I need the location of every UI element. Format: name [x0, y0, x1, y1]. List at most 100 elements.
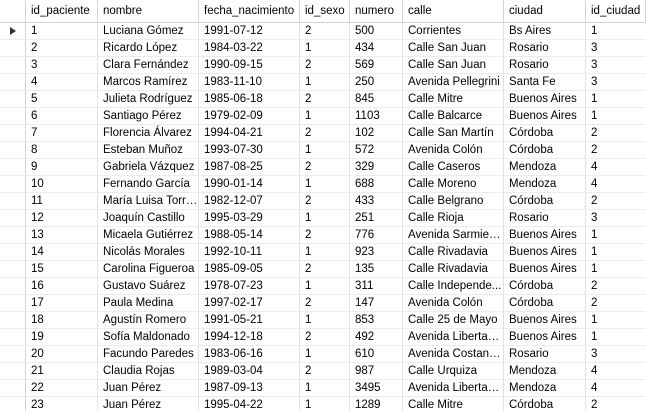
- row-selector[interactable]: [0, 380, 26, 397]
- row-selector[interactable]: [0, 193, 26, 210]
- cell-nombre[interactable]: Paula Medina: [98, 295, 199, 312]
- cell-id-sexo[interactable]: 1: [300, 312, 350, 329]
- cell-ciudad[interactable]: Buenos Aires: [504, 312, 586, 329]
- table-row[interactable]: 13 Micaela Gutiérrez 1988-05-14 2 776 Avenida…: [0, 227, 646, 244]
- cell-ciudad[interactable]: Mendoza: [504, 159, 586, 176]
- cell-id-ciudad[interactable]: 1: [586, 227, 646, 244]
- cell-fecha-nacimiento[interactable]: 1987-08-25: [199, 159, 300, 176]
- cell-numero[interactable]: 923: [350, 244, 403, 261]
- cell-id-sexo[interactable]: 1: [300, 108, 350, 125]
- cell-nombre[interactable]: Juan Pérez: [98, 397, 199, 411]
- cell-id-paciente[interactable]: 1: [26, 23, 98, 40]
- cell-nombre[interactable]: Clara Fernández: [98, 57, 199, 74]
- cell-id-paciente[interactable]: 3: [26, 57, 98, 74]
- cell-fecha-nacimiento[interactable]: 1985-06-18: [199, 91, 300, 108]
- cell-calle[interactable]: Avenida Costanera: [403, 346, 504, 363]
- cell-calle[interactable]: Calle Caseros: [403, 159, 504, 176]
- cell-fecha-nacimiento[interactable]: 1983-06-16: [199, 346, 300, 363]
- cell-id-sexo[interactable]: 1: [300, 278, 350, 295]
- cell-fecha-nacimiento[interactable]: 1988-05-14: [199, 227, 300, 244]
- cell-fecha-nacimiento[interactable]: 1990-01-14: [199, 176, 300, 193]
- cell-nombre[interactable]: Claudia Rojas: [98, 363, 199, 380]
- cell-id-ciudad[interactable]: 2: [586, 397, 646, 411]
- cell-id-paciente[interactable]: 12: [26, 210, 98, 227]
- table-row[interactable]: 21 Claudia Rojas 1989-03-04 2 987 Calle Urqui…: [0, 363, 646, 380]
- cell-calle[interactable]: Calle Balcarce: [403, 108, 504, 125]
- row-selector[interactable]: [0, 91, 26, 108]
- cell-nombre[interactable]: Fernando García: [98, 176, 199, 193]
- cell-fecha-nacimiento[interactable]: 1979-02-09: [199, 108, 300, 125]
- cell-id-ciudad[interactable]: 1: [586, 244, 646, 261]
- cell-calle[interactable]: Avenida Libertador: [403, 329, 504, 346]
- table-row[interactable]: 17 Paula Medina 1997-02-17 2 147 Avenida Coló…: [0, 295, 646, 312]
- column-header-ciudad[interactable]: ciudad: [504, 0, 586, 22]
- cell-id-sexo[interactable]: 2: [300, 57, 350, 74]
- cell-numero[interactable]: 845: [350, 91, 403, 108]
- cell-id-paciente[interactable]: 13: [26, 227, 98, 244]
- cell-calle[interactable]: Calle 25 de Mayo: [403, 312, 504, 329]
- cell-fecha-nacimiento[interactable]: 1995-03-29: [199, 210, 300, 227]
- column-header-nombre[interactable]: nombre: [98, 0, 199, 22]
- column-header-fecha-nacimiento[interactable]: fecha_nacimiento: [199, 0, 300, 22]
- cell-ciudad[interactable]: Bs Aires: [504, 23, 586, 40]
- row-selector[interactable]: [0, 397, 26, 411]
- cell-numero[interactable]: 433: [350, 193, 403, 210]
- cell-numero[interactable]: 250: [350, 74, 403, 91]
- row-selector[interactable]: [0, 295, 26, 312]
- cell-id-paciente[interactable]: 20: [26, 346, 98, 363]
- cell-id-ciudad[interactable]: 3: [586, 74, 646, 91]
- cell-fecha-nacimiento[interactable]: 1994-04-21: [199, 125, 300, 142]
- table-row[interactable]: 10 Fernando García 1990-01-14 1 688 Calle Mor…: [0, 176, 646, 193]
- table-row[interactable]: 9 Gabriela Vázquez 1987-08-25 2 329 Calle Cas…: [0, 159, 646, 176]
- cell-calle[interactable]: Calle San Martín: [403, 125, 504, 142]
- cell-calle[interactable]: Calle San Juan: [403, 57, 504, 74]
- table-row[interactable]: 2 Ricardo López 1984-03-22 1 434 Calle San Ju…: [0, 40, 646, 57]
- cell-numero[interactable]: 569: [350, 57, 403, 74]
- cell-ciudad[interactable]: Rosario: [504, 346, 586, 363]
- cell-id-paciente[interactable]: 22: [26, 380, 98, 397]
- cell-id-sexo[interactable]: 2: [300, 91, 350, 108]
- row-selector[interactable]: [0, 261, 26, 278]
- cell-id-ciudad[interactable]: 4: [586, 159, 646, 176]
- cell-id-paciente[interactable]: 15: [26, 261, 98, 278]
- cell-ciudad[interactable]: Córdoba: [504, 193, 586, 210]
- cell-id-paciente[interactable]: 4: [26, 74, 98, 91]
- cell-nombre[interactable]: Gustavo Suárez: [98, 278, 199, 295]
- cell-calle[interactable]: Avenida Pellegrini: [403, 74, 504, 91]
- row-selector[interactable]: [0, 278, 26, 295]
- cell-numero[interactable]: 1289: [350, 397, 403, 411]
- cell-fecha-nacimiento[interactable]: 1989-03-04: [199, 363, 300, 380]
- cell-nombre[interactable]: Santiago Pérez: [98, 108, 199, 125]
- cell-id-paciente[interactable]: 19: [26, 329, 98, 346]
- cell-id-sexo[interactable]: 1: [300, 210, 350, 227]
- cell-nombre[interactable]: Esteban Muñoz: [98, 142, 199, 159]
- cell-id-paciente[interactable]: 21: [26, 363, 98, 380]
- cell-nombre[interactable]: Ricardo López: [98, 40, 199, 57]
- cell-nombre[interactable]: Facundo Paredes: [98, 346, 199, 363]
- row-selector[interactable]: [0, 142, 26, 159]
- table-row[interactable]: 18 Agustín Romero 1991-05-21 1 853 Calle 25 d…: [0, 312, 646, 329]
- cell-numero[interactable]: 434: [350, 40, 403, 57]
- table-row[interactable]: 15 Carolina Figueroa 1985-09-05 2 135 Calle R…: [0, 261, 646, 278]
- cell-ciudad[interactable]: Santa Fe: [504, 74, 586, 91]
- cell-id-paciente[interactable]: 14: [26, 244, 98, 261]
- column-header-id-ciudad[interactable]: id_ciudad: [586, 0, 646, 22]
- cell-id-sexo[interactable]: 1: [300, 176, 350, 193]
- cell-id-ciudad[interactable]: 1: [586, 329, 646, 346]
- table-row[interactable]: 5 Julieta Rodríguez 1985-06-18 2 845 Calle Mi…: [0, 91, 646, 108]
- cell-nombre[interactable]: Julieta Rodríguez: [98, 91, 199, 108]
- cell-id-ciudad[interactable]: 4: [586, 176, 646, 193]
- cell-fecha-nacimiento[interactable]: 1992-10-11: [199, 244, 300, 261]
- cell-numero[interactable]: 500: [350, 23, 403, 40]
- table-row[interactable]: 6 Santiago Pérez 1979-02-09 1 1103 Calle Balc…: [0, 108, 646, 125]
- cell-id-paciente[interactable]: 2: [26, 40, 98, 57]
- cell-id-ciudad[interactable]: 4: [586, 363, 646, 380]
- cell-id-ciudad[interactable]: 3: [586, 57, 646, 74]
- table-row[interactable]: 1 Luciana Gómez 1991-07-12 2 500 Corrientes Bs…: [0, 23, 646, 40]
- cell-numero[interactable]: 572: [350, 142, 403, 159]
- cell-nombre[interactable]: Sofía Maldonado: [98, 329, 199, 346]
- cell-id-sexo[interactable]: 2: [300, 295, 350, 312]
- cell-fecha-nacimiento[interactable]: 1982-12-07: [199, 193, 300, 210]
- row-selector[interactable]: [0, 312, 26, 329]
- cell-calle[interactable]: Calle Urquiza: [403, 363, 504, 380]
